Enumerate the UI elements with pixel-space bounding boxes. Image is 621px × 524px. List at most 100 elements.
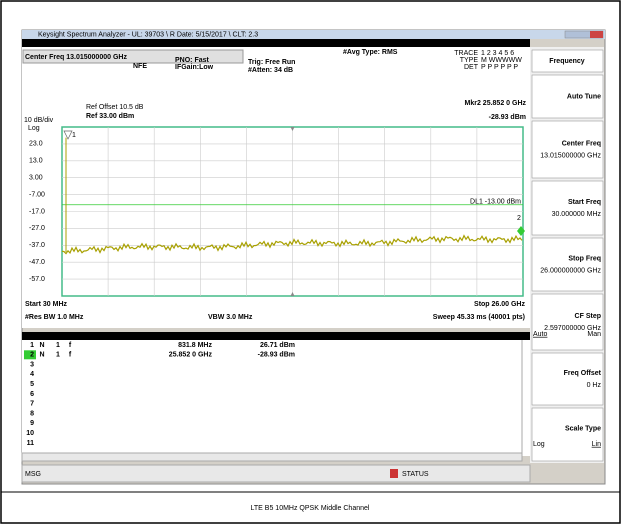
table-header-cell: X [165, 333, 170, 340]
marker-table [22, 332, 530, 456]
softkey-label[interactable]: Freq Offset [564, 370, 602, 377]
softkey-label[interactable]: Center Freq [562, 140, 601, 147]
rbw: #Res BW 1.0 MHz [25, 314, 84, 321]
message: MSG [25, 471, 41, 478]
marker1-symbol [63, 130, 73, 140]
scrollbar[interactable] [21, 452, 523, 462]
table-cell: -28.93 dBm [258, 352, 295, 359]
softkey[interactable] [531, 49, 604, 73]
trigger: Trig: Free Run [248, 59, 295, 66]
title-bar [22, 30, 605, 39]
softkey-label[interactable]: Stop Freq [568, 255, 601, 262]
softkey-value[interactable]: 2.597000000 GHz [544, 325, 601, 332]
y-axis-label: -57.0 [29, 276, 45, 283]
table-cell: f [69, 352, 72, 359]
pno: PNO: Fast [175, 57, 210, 64]
selected-row [24, 350, 36, 360]
table-cell: f [69, 342, 72, 349]
cf-auto[interactable]: Auto [533, 331, 548, 338]
y-axis-label: 23.0 [29, 141, 43, 148]
table-cell: 1 [30, 342, 34, 349]
softkey[interactable] [531, 74, 604, 119]
caption: LTE B5 10MHz QPSK Middle Channel [251, 505, 370, 512]
status-strip [22, 39, 530, 47]
softkey-value[interactable]: 30.000000 MHz [552, 211, 602, 218]
softkey-label[interactable]: Start Freq [568, 199, 601, 206]
marker2-label: 2 [517, 215, 521, 222]
table-cell: 9 [30, 420, 34, 427]
y-axis-label: 13.0 [29, 158, 43, 165]
softkey-label[interactable]: CF Step [575, 313, 601, 320]
softkey[interactable] [531, 352, 604, 406]
trace-label: TRACE [454, 50, 478, 57]
scale-type: Log [28, 125, 40, 132]
table-cell: 5 [30, 381, 34, 388]
scale-lin[interactable]: Lin [592, 441, 601, 448]
table-cell: 4 [30, 371, 34, 378]
sweep: Sweep 45.33 ms (40001 pts) [433, 314, 525, 321]
softkey-label[interactable]: Frequency [549, 58, 585, 65]
table-header [22, 332, 530, 340]
marker-value: -28.93 dBm [489, 114, 526, 121]
y-axis-label: -47.0 [29, 259, 45, 266]
table-cell: 8 [30, 410, 34, 417]
table-header-cell: MODE [36, 333, 57, 340]
table-cell: N [39, 352, 44, 359]
window-title: Keysight Spectrum Analyzer - UL: 39703 \… [38, 31, 258, 38]
table-cell: 10 [26, 430, 34, 437]
trace-values: 1 2 3 4 5 6 [481, 50, 514, 57]
table-header-cell: FUNCTION VALUE [448, 333, 509, 340]
ref-level: Ref 33.00 dBm [86, 113, 134, 120]
softkey[interactable] [531, 120, 604, 179]
table-cell: 25.852 0 GHz [169, 352, 213, 359]
nfe: NFE [133, 63, 147, 70]
avg-type: #Avg Type: RMS [343, 49, 398, 56]
scale: 10 dB/div [24, 117, 54, 124]
softkey-value[interactable]: 26.000000000 GHz [540, 267, 601, 274]
table-header-cell: MKR [24, 333, 40, 340]
table-cell: 1 [56, 342, 60, 349]
status: STATUS [402, 471, 429, 478]
table-header-cell: SCL [66, 333, 80, 340]
marker1-label: 1 [72, 132, 76, 139]
table-cell: 2 [30, 352, 34, 359]
table-cell: 1 [56, 352, 60, 359]
det-values: P P P P P P [481, 64, 518, 71]
status-item: 01:06:59 PM Jun 28, 2017 [441, 40, 523, 47]
table-cell: 3 [30, 361, 34, 368]
ref-offset: Ref Offset 10.5 dB [86, 104, 144, 111]
status-item: SENSE:INT [290, 40, 328, 47]
y-axis-label: -7.00 [29, 191, 45, 198]
softkey[interactable] [531, 180, 604, 236]
close-button[interactable] [590, 31, 603, 38]
y-axis-label: -17.0 [29, 208, 45, 215]
softkey-label[interactable]: Auto Tune [567, 93, 601, 100]
table-cell: N [39, 342, 44, 349]
status-item: RF [82, 40, 91, 47]
marker-readout: Mkr2 25.852 0 GHz [465, 100, 527, 107]
ifgain: IFGain:Low [175, 64, 214, 71]
table-header-cell: Y [233, 333, 238, 340]
softkey-value[interactable]: 13.015000000 GHz [540, 152, 601, 159]
softkey-value[interactable]: 0 Hz [587, 382, 602, 389]
type-values: M WWWWW [481, 57, 522, 64]
y-axis-label: 3.00 [29, 175, 43, 182]
attenuation: #Atten: 34 dB [248, 67, 293, 74]
scale-log[interactable]: Log [533, 441, 545, 448]
center-freq: Center Freq 13.015000000 GHz [25, 54, 127, 61]
type-label: TYPE [460, 57, 479, 64]
display-line-label: DL1 -13.00 dBm [470, 199, 521, 206]
softkey[interactable] [531, 237, 604, 292]
status-item: ALIGN AUTO [385, 40, 427, 47]
softkey-label[interactable]: Scale Type [565, 425, 601, 432]
status-item: DC [122, 40, 132, 47]
table-header-cell: TRC [54, 333, 68, 340]
vbw: VBW 3.0 MHz [208, 314, 253, 321]
table-header-cell: FUNCTION [330, 333, 366, 340]
cf-man[interactable]: Man [587, 331, 601, 338]
softkey[interactable] [531, 293, 604, 351]
y-axis-label: -37.0 [29, 242, 45, 249]
softkey[interactable] [531, 407, 604, 462]
message-bar [21, 464, 531, 483]
